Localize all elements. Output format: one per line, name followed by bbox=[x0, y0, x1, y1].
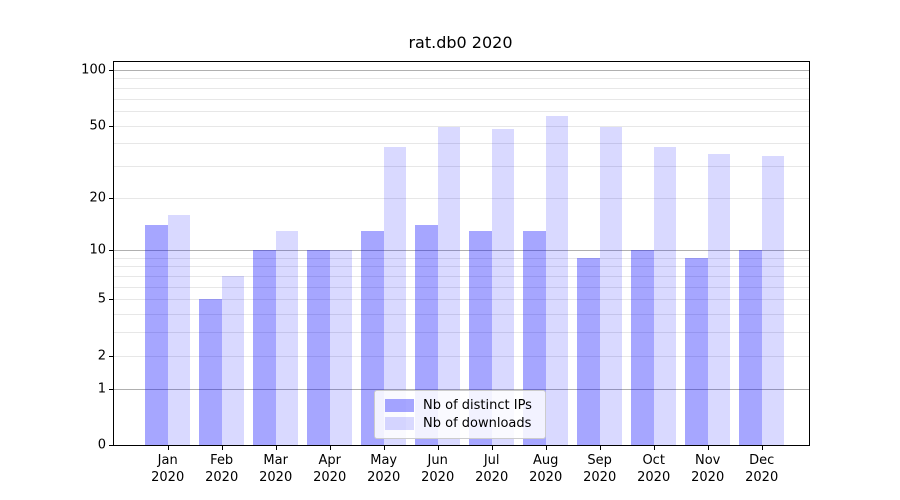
bar-downloads-oct bbox=[653, 147, 677, 445]
x-tick-label: Nov 2020 bbox=[691, 453, 725, 485]
x-tick-mark bbox=[221, 445, 223, 450]
minor-gridline bbox=[114, 276, 809, 278]
bar-downloads-may bbox=[383, 147, 407, 445]
x-tick-mark bbox=[545, 445, 547, 450]
y-tick-label: 10 bbox=[89, 242, 106, 258]
bar-downloads-sep bbox=[599, 127, 623, 445]
x-tick-label: Jul 2020 bbox=[475, 453, 509, 485]
bar-downloads-apr bbox=[329, 250, 353, 445]
bar-distinct-ips-apr bbox=[307, 250, 330, 445]
y-tick-label: 20 bbox=[89, 190, 106, 206]
bar-distinct-ips-jan bbox=[145, 224, 168, 445]
bar-downloads-jul bbox=[491, 128, 515, 445]
bar-distinct-ips-mar bbox=[253, 250, 276, 445]
y-tick-mark bbox=[109, 69, 114, 71]
x-tick-mark bbox=[383, 445, 385, 450]
minor-gridline bbox=[114, 165, 809, 167]
minor-gridline bbox=[114, 266, 809, 268]
major-gridline bbox=[114, 388, 809, 390]
bar-downloads-feb bbox=[221, 276, 245, 445]
x-tick-mark bbox=[329, 445, 331, 450]
major-gridline bbox=[114, 250, 809, 252]
minor-gridline bbox=[114, 355, 809, 357]
bar-downloads-nov bbox=[707, 153, 731, 445]
bar-distinct-ips-jun bbox=[415, 224, 438, 445]
y-tick-mark bbox=[109, 445, 114, 446]
y-tick-label: 0 bbox=[97, 437, 106, 453]
minor-gridline bbox=[114, 314, 809, 316]
y-tick-mark bbox=[109, 355, 114, 357]
x-tick-label: Aug 2020 bbox=[529, 453, 563, 485]
y-tick-label: 2 bbox=[97, 348, 106, 364]
x-tick-label: Apr 2020 bbox=[313, 453, 347, 485]
x-tick-label: Jan 2020 bbox=[151, 453, 185, 485]
x-tick-mark bbox=[653, 445, 655, 450]
y-tick-mark bbox=[109, 250, 114, 252]
x-tick-label: Feb 2020 bbox=[205, 453, 239, 485]
x-tick-mark bbox=[707, 445, 709, 450]
bar-distinct-ips-feb bbox=[199, 299, 222, 445]
x-tick-mark bbox=[761, 445, 763, 450]
y-tick-label: 100 bbox=[81, 62, 106, 78]
major-gridline bbox=[114, 69, 809, 71]
legend-swatch-downloads bbox=[385, 417, 414, 430]
bar-distinct-ips-oct bbox=[631, 250, 654, 445]
y-tick-mark bbox=[109, 388, 114, 390]
x-tick-mark bbox=[167, 445, 169, 450]
bar-downloads-jan bbox=[167, 214, 191, 445]
minor-gridline bbox=[114, 257, 809, 259]
x-tick-mark bbox=[599, 445, 601, 450]
y-tick-label: 50 bbox=[89, 118, 106, 133]
bar-downloads-jun bbox=[437, 127, 461, 445]
chart-title: rat.db0 2020 bbox=[408, 33, 513, 52]
minor-gridline bbox=[114, 98, 809, 100]
x-tick-label: Sep 2020 bbox=[583, 453, 617, 485]
y-tick-label: 1 bbox=[97, 381, 106, 397]
minor-gridline bbox=[114, 78, 809, 80]
x-tick-mark bbox=[491, 445, 493, 450]
legend: Nb of distinct IPs Nb of downloads bbox=[374, 390, 546, 439]
minor-gridline bbox=[114, 286, 809, 288]
minor-gridline bbox=[114, 110, 809, 112]
legend-item-distinct-ips: Nb of distinct IPs bbox=[385, 398, 545, 413]
minor-gridline bbox=[114, 125, 809, 127]
x-tick-mark bbox=[275, 445, 277, 450]
bar-distinct-ips-dec bbox=[739, 250, 762, 445]
minor-gridline bbox=[114, 299, 809, 301]
x-tick-label: Dec 2020 bbox=[745, 453, 779, 485]
x-tick-label: May 2020 bbox=[367, 453, 401, 485]
legend-swatch-distinct-ips bbox=[385, 399, 414, 412]
minor-gridline bbox=[114, 143, 809, 145]
y-tick-mark bbox=[109, 197, 114, 199]
legend-label-downloads: Nb of downloads bbox=[423, 416, 532, 431]
y-tick-mark bbox=[109, 299, 114, 301]
plot-area: 0 1 2 5 10 20 50 100 Jan 2020 Feb 2020 Mar 2020 Apr… bbox=[81, 61, 810, 485]
bar-downloads-aug bbox=[545, 116, 569, 445]
y-tick-label: 5 bbox=[97, 291, 106, 307]
x-tick-label: Oct 2020 bbox=[637, 453, 671, 485]
legend-item-downloads: Nb of downloads bbox=[385, 416, 545, 431]
minor-gridline bbox=[114, 197, 809, 199]
y-tick-mark bbox=[109, 125, 114, 127]
x-tick-mark bbox=[437, 445, 439, 450]
minor-gridline bbox=[114, 87, 809, 89]
x-tick-label: Mar 2020 bbox=[259, 453, 293, 485]
bar-distinct-ips-sep bbox=[577, 257, 600, 445]
legend-label-distinct-ips: Nb of distinct IPs bbox=[423, 398, 532, 413]
bar-distinct-ips-nov bbox=[685, 257, 708, 445]
minor-gridline bbox=[114, 332, 809, 334]
bar-downloads-dec bbox=[761, 156, 785, 445]
bar-downloads-mar bbox=[275, 230, 299, 445]
x-tick-label: Jun 2020 bbox=[421, 453, 455, 485]
